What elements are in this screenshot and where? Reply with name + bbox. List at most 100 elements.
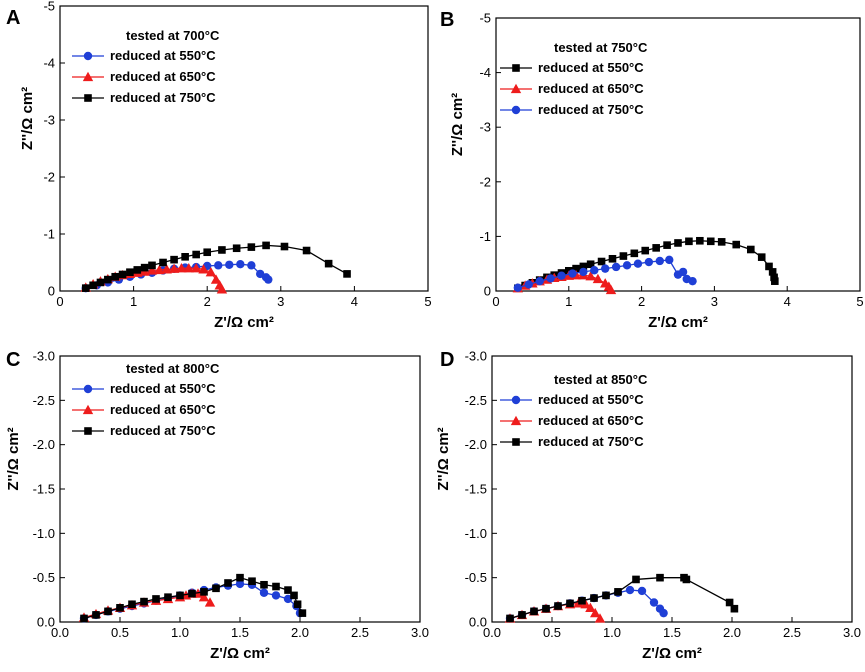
data-point	[176, 263, 187, 273]
panel-d: D 0.0 0.5 1.0 1.5 2.0 2.5 3.0 0.0 -0.5 -1.0 -1.5 -2.…	[435, 349, 861, 663]
data-point	[190, 263, 202, 273]
data-point	[154, 264, 165, 275]
data-point	[247, 243, 256, 251]
x-tick-label: 3	[711, 294, 718, 309]
y-tick-label: -0.5	[33, 570, 55, 585]
legend-title: tested at 700°C	[126, 28, 220, 43]
data-point	[663, 241, 671, 249]
data-point	[605, 284, 617, 295]
data-point	[644, 257, 654, 267]
legend-swatch-marker	[511, 395, 521, 405]
y-tick-label: -1.5	[33, 482, 55, 497]
y-tick-label: -3	[43, 113, 55, 128]
data-point	[717, 238, 726, 246]
x-tick-label: 4	[351, 294, 358, 309]
data-point	[579, 262, 588, 271]
series-3	[506, 573, 739, 623]
y-tick-label: -4	[43, 56, 55, 71]
data-point	[92, 611, 100, 619]
data-point	[566, 599, 574, 608]
data-point	[248, 577, 256, 586]
y-tick-label: -3	[479, 120, 491, 135]
x-tick-label: 2.5	[351, 625, 369, 640]
data-point	[524, 280, 533, 289]
data-point	[706, 237, 715, 246]
legend-swatch-marker	[82, 404, 94, 415]
data-point	[637, 586, 647, 596]
data-point	[96, 278, 105, 287]
y-tick-label: 0.0	[469, 615, 487, 630]
data-point	[652, 244, 660, 252]
y-tick-label: -1	[43, 227, 55, 242]
legend-title: tested at 850°C	[554, 372, 648, 387]
data-point	[659, 608, 668, 618]
data-point	[205, 266, 217, 277]
y-tick-label: 0	[48, 284, 55, 299]
x-tick-label: 0	[492, 294, 499, 309]
x-tick-label: 0.0	[51, 625, 69, 640]
legend-swatch-marker	[511, 105, 521, 115]
legend-swatch-marker	[512, 64, 520, 72]
data-point	[118, 270, 127, 279]
y-tick-label: -1.5	[465, 482, 487, 497]
data-point	[771, 277, 779, 285]
data-point	[656, 573, 664, 582]
data-point	[260, 580, 268, 589]
data-point	[554, 602, 562, 610]
legend-entry: reduced at 550°C	[538, 60, 644, 75]
data-point	[81, 284, 90, 292]
data-point	[578, 596, 586, 605]
data-point	[126, 268, 134, 276]
data-point	[768, 268, 777, 276]
x-tick-label: 1.0	[171, 625, 189, 640]
data-point	[585, 602, 596, 612]
data-point	[168, 263, 180, 273]
data-point	[212, 584, 220, 593]
data-point	[732, 240, 741, 249]
legend-swatch-marker	[510, 415, 522, 426]
series-3	[81, 241, 351, 292]
legend-entry: reduced at 650°C	[110, 69, 216, 84]
x-tick-label: 0.0	[483, 625, 501, 640]
legend-swatch-marker	[83, 384, 93, 394]
data-point	[535, 276, 544, 286]
legend-title: tested at 800°C	[126, 361, 220, 376]
data-point	[203, 248, 211, 257]
x-tick-label: 4	[784, 294, 791, 309]
data-point	[236, 260, 245, 269]
data-point	[159, 258, 167, 267]
data-point	[146, 265, 158, 275]
legend-swatch-marker	[84, 94, 92, 102]
data-point	[682, 575, 691, 584]
y-tick-label: -2	[43, 170, 55, 185]
data-point	[232, 244, 241, 253]
data-point	[89, 281, 97, 290]
y-axis-label: Z''/Ω cm²	[435, 427, 452, 490]
legend-swatch-marker	[510, 83, 522, 94]
data-point	[140, 597, 148, 606]
data-point	[625, 585, 635, 595]
data-point	[649, 598, 659, 607]
data-point	[293, 600, 302, 609]
data-point	[216, 284, 228, 294]
x-axis-label: Z'/Ω cm²	[648, 314, 708, 331]
x-tick-label: 2	[204, 294, 211, 309]
data-point	[128, 600, 136, 609]
data-point	[546, 274, 555, 283]
data-point	[619, 252, 628, 260]
data-point	[183, 263, 194, 273]
data-point	[224, 579, 232, 587]
legend-swatch-marker	[83, 51, 93, 61]
legend: tested at 800°C reduced at 550°C reduced a…	[72, 361, 220, 438]
data-point	[665, 255, 674, 265]
legend-entry: reduced at 750°C	[110, 423, 216, 438]
data-point	[290, 591, 298, 600]
data-point	[161, 264, 172, 274]
data-point	[614, 588, 622, 596]
data-point	[111, 272, 119, 281]
data-point	[611, 262, 621, 272]
data-point	[324, 259, 333, 268]
data-point	[214, 261, 223, 270]
plot-frame	[59, 5, 429, 292]
